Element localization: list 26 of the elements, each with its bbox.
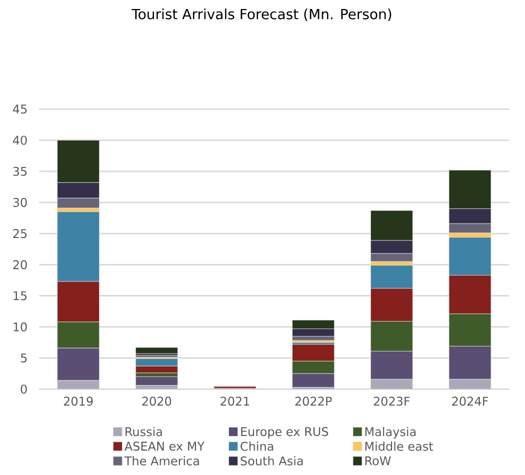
- legend-label: South Asia: [240, 456, 303, 466]
- legend-label: Middle east: [365, 442, 434, 451]
- y-tick-label: 10: [14, 322, 27, 332]
- y-tick-label: 30: [13, 198, 27, 208]
- y-tick-label: 0: [20, 384, 27, 394]
- x-tick-label: 2023F: [374, 396, 410, 406]
- legend-label: The America: [124, 456, 199, 466]
- x-tick-label: 2021: [220, 396, 250, 406]
- legend-label: China: [240, 442, 274, 451]
- x-tick-label: 2024F: [452, 396, 488, 406]
- x-tick-label: 2022P: [295, 396, 332, 406]
- x-tick-label: 2020: [142, 396, 172, 406]
- y-tick-label: 35: [13, 166, 27, 176]
- y-tick-label: 20: [13, 260, 27, 270]
- y-tick-label: 45: [12, 104, 27, 114]
- legend-label: Russia: [126, 426, 162, 436]
- y-tick-label: 40: [12, 136, 27, 145]
- y-tick-label: 5: [20, 354, 27, 362]
- legend-label: ASEAN ex MY: [124, 442, 205, 451]
- chart-title: Tourist Arrivals Forecast (Mn. Person): [132, 8, 392, 22]
- y-tick-label: 15: [14, 291, 27, 300]
- legend-label: Europe ex RUS: [241, 427, 328, 438]
- x-tick-label: 2019: [64, 396, 93, 406]
- y-tick-label: 25: [13, 229, 27, 238]
- legend-label: Malaysia: [365, 426, 416, 439]
- legend-label: RoW: [365, 456, 391, 466]
